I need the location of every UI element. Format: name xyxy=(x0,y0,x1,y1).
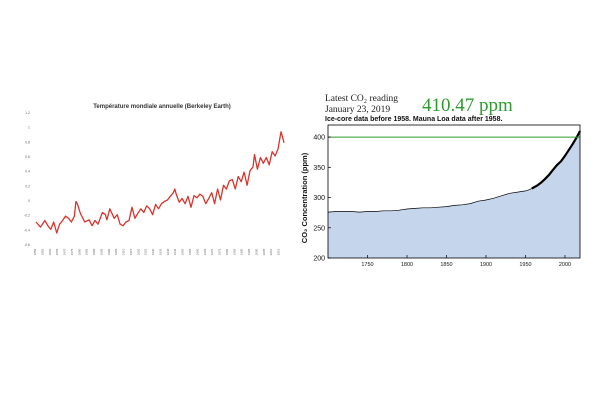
temp-xtick-label: 2000 xyxy=(254,248,258,255)
temp-xtick-label: 2005 xyxy=(262,248,266,255)
temp-xtick-label: 1850 xyxy=(33,248,37,255)
temp-xtick-label: 1995 xyxy=(247,248,251,255)
temp-xtick-label: 1935 xyxy=(158,248,162,255)
temp-xtick-label: 1985 xyxy=(232,248,236,255)
temp-xtick-label: 2010 xyxy=(269,248,273,255)
temp-ytick-label: -0.4 xyxy=(24,228,30,232)
temp-ytick-label: 0.8 xyxy=(25,140,30,144)
temperature-series-line xyxy=(35,131,285,234)
co2-ytick-label: 350 xyxy=(313,165,325,172)
co2-xtick-label: 1900 xyxy=(480,262,492,268)
co2-reading-label: Latest CO₂ reading xyxy=(325,94,398,104)
temp-xtick-label: 2015 xyxy=(277,248,281,255)
co2-chart: Latest CO₂ reading January 23, 2019 410.… xyxy=(290,88,590,273)
temp-ytick-label: -0.2 xyxy=(24,214,30,218)
temp-xtick-label: 1890 xyxy=(92,248,96,255)
temp-ytick-label: 0 xyxy=(28,199,30,203)
temp-xtick-label: 1945 xyxy=(173,248,177,255)
temp-xtick-label: 1930 xyxy=(151,248,155,255)
temp-xtick-label: 1855 xyxy=(40,248,44,255)
temperature-chart-svg: Température mondiale annuelle (Berkeley … xyxy=(24,104,285,255)
co2-area-fill xyxy=(328,131,580,258)
temp-xtick-label: 1915 xyxy=(129,248,133,255)
temp-xtick-label: 1970 xyxy=(210,248,214,255)
temperature-chart: Température mondiale annuelle (Berkeley … xyxy=(14,96,289,260)
co2-reading-value: 410.47 ppm xyxy=(422,95,513,116)
co2-chart-subtitle: Ice-core data before 1958. Mauna Loa dat… xyxy=(325,116,502,123)
temp-ytick-label: 0.6 xyxy=(25,155,30,159)
temp-xtick-label: 1965 xyxy=(203,248,207,255)
temp-xtick-label: 1960 xyxy=(195,248,199,255)
temp-xtick-label: 1940 xyxy=(166,248,170,255)
temp-ytick-label: 1 xyxy=(28,126,30,130)
temp-xtick-label: 1865 xyxy=(55,248,59,255)
temp-xtick-label: 1900 xyxy=(107,248,111,255)
temp-ytick-label: 0.2 xyxy=(25,184,30,188)
temp-xtick-label: 1950 xyxy=(181,248,185,255)
co2-chart-svg: Latest CO₂ reading January 23, 2019 410.… xyxy=(300,94,581,268)
co2-xtick-label: 1950 xyxy=(519,262,531,268)
temp-ytick-label: 1.2 xyxy=(25,111,30,115)
temp-xtick-label: 1870 xyxy=(63,248,67,255)
temp-xtick-label: 1880 xyxy=(77,248,81,255)
temp-xtick-label: 1980 xyxy=(225,248,229,255)
temp-xtick-label: 1910 xyxy=(122,248,126,255)
co2-reading-date: January 23, 2019 xyxy=(325,105,390,115)
temp-xtick-label: 1920 xyxy=(136,248,140,255)
temp-xtick-label: 1905 xyxy=(114,248,118,255)
temp-xtick-label: 1885 xyxy=(85,248,89,255)
co2-xtick-label: 1750 xyxy=(361,262,373,268)
temp-xtick-label: 1925 xyxy=(144,248,148,255)
temp-xtick-label: 1990 xyxy=(240,248,244,255)
co2-plot-frame xyxy=(327,124,581,259)
temp-ytick-label: -0.6 xyxy=(24,243,30,247)
temperature-chart-title: Température mondiale annuelle (Berkeley … xyxy=(93,104,231,110)
temp-ytick-label: 0.4 xyxy=(25,170,30,174)
co2-ytick-label: 400 xyxy=(313,135,325,142)
temp-xtick-label: 1975 xyxy=(218,248,222,255)
temp-xtick-label: 1895 xyxy=(99,248,103,255)
co2-xtick-label: 1800 xyxy=(401,262,413,268)
co2-ytick-label: 250 xyxy=(313,225,325,232)
co2-ytick-label: 200 xyxy=(313,256,325,263)
co2-xtick-label: 1850 xyxy=(440,262,452,268)
temp-xtick-label: 1860 xyxy=(48,248,52,255)
co2-ytick-label: 300 xyxy=(313,195,325,202)
co2-ylabel: CO₂ Concentration (ppm) xyxy=(300,152,309,243)
co2-mauna-loa-line xyxy=(531,130,581,190)
temp-xtick-label: 1955 xyxy=(188,248,192,255)
co2-xtick-label: 2000 xyxy=(559,262,571,268)
temp-xtick-label: 1875 xyxy=(70,248,74,255)
